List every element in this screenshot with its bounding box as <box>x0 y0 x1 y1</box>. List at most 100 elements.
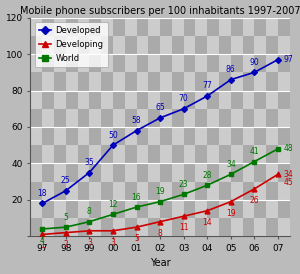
Bar <box>66 127 78 145</box>
Bar <box>30 72 42 91</box>
Text: 16: 16 <box>132 193 141 202</box>
Bar <box>89 54 101 72</box>
Bar <box>42 200 54 218</box>
Bar <box>195 36 207 54</box>
Bar <box>207 91 219 109</box>
Text: 4: 4 <box>40 236 45 245</box>
Bar <box>113 127 125 145</box>
Bar <box>54 182 66 200</box>
Bar <box>231 163 243 182</box>
Bar <box>148 218 160 236</box>
Text: 86: 86 <box>226 65 236 74</box>
Bar <box>243 36 254 54</box>
Bar <box>243 218 254 236</box>
Bar <box>148 109 160 127</box>
Bar <box>125 145 136 163</box>
Bar <box>148 36 160 54</box>
Bar <box>231 18 243 36</box>
Bar <box>195 182 207 200</box>
Bar <box>136 18 148 36</box>
Text: 1: 1 <box>40 241 45 250</box>
Text: 45: 45 <box>284 178 293 187</box>
Bar <box>113 54 125 72</box>
Text: 35: 35 <box>85 158 94 167</box>
Bar <box>101 182 113 200</box>
Bar <box>30 218 42 236</box>
Bar <box>207 18 219 36</box>
Text: 34: 34 <box>284 170 293 179</box>
Bar <box>89 163 101 182</box>
Bar <box>195 145 207 163</box>
Bar <box>195 218 207 236</box>
Bar <box>160 54 172 72</box>
Bar <box>184 91 195 109</box>
Bar <box>89 200 101 218</box>
Text: 3: 3 <box>87 238 92 247</box>
Bar <box>266 182 278 200</box>
Bar <box>30 109 42 127</box>
Bar <box>243 182 254 200</box>
Bar <box>266 109 278 127</box>
Bar <box>125 72 136 91</box>
Bar <box>172 182 184 200</box>
Text: 77: 77 <box>202 81 212 90</box>
Bar <box>243 72 254 91</box>
Bar <box>136 163 148 182</box>
Bar <box>42 163 54 182</box>
Bar <box>125 109 136 127</box>
Bar <box>184 127 195 145</box>
Text: 90: 90 <box>250 58 259 67</box>
Bar <box>148 145 160 163</box>
Bar <box>54 36 66 54</box>
Bar <box>113 163 125 182</box>
Text: 11: 11 <box>179 223 188 232</box>
Bar <box>172 109 184 127</box>
Bar <box>42 18 54 36</box>
Text: 12: 12 <box>108 200 118 209</box>
Bar <box>66 163 78 182</box>
Bar <box>30 182 42 200</box>
Bar <box>160 18 172 36</box>
Bar <box>42 127 54 145</box>
Bar <box>172 72 184 91</box>
Bar <box>66 18 78 36</box>
Bar <box>207 127 219 145</box>
Bar <box>113 18 125 36</box>
Bar <box>30 36 42 54</box>
Text: 2: 2 <box>63 239 68 249</box>
Bar <box>219 36 231 54</box>
Bar <box>136 91 148 109</box>
Bar <box>172 36 184 54</box>
Bar <box>266 36 278 54</box>
Bar <box>278 54 290 72</box>
Bar <box>184 163 195 182</box>
Text: 97: 97 <box>284 55 293 64</box>
Bar <box>207 163 219 182</box>
Bar <box>160 163 172 182</box>
Bar <box>266 218 278 236</box>
Bar <box>89 91 101 109</box>
Bar <box>207 54 219 72</box>
Bar <box>219 182 231 200</box>
Bar <box>30 145 42 163</box>
Text: 25: 25 <box>61 176 70 185</box>
Bar <box>184 200 195 218</box>
Text: 8: 8 <box>158 229 163 238</box>
Bar <box>125 218 136 236</box>
Bar <box>78 72 89 91</box>
Bar <box>54 145 66 163</box>
Bar <box>266 72 278 91</box>
Bar <box>219 72 231 91</box>
Bar <box>89 127 101 145</box>
Bar <box>219 109 231 127</box>
Text: 34: 34 <box>226 160 236 169</box>
Bar <box>125 182 136 200</box>
Text: 5: 5 <box>63 213 68 222</box>
Text: 3: 3 <box>110 238 116 247</box>
Bar <box>148 72 160 91</box>
Bar <box>78 182 89 200</box>
Bar <box>148 182 160 200</box>
Bar <box>172 218 184 236</box>
Bar <box>172 145 184 163</box>
Bar <box>113 91 125 109</box>
